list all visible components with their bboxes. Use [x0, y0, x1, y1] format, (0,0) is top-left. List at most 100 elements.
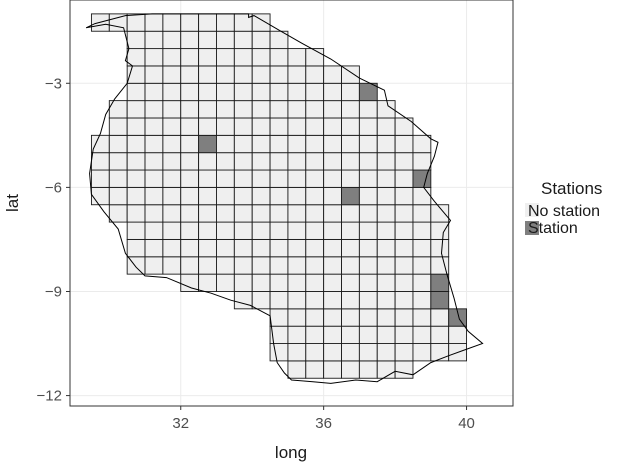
no-station-cell [162, 117, 182, 136]
no-station-cell [198, 30, 217, 50]
no-station-cell [287, 360, 307, 379]
no-station-cell [251, 238, 271, 258]
no-station-cell [251, 273, 271, 292]
no-station-cell [269, 343, 289, 362]
no-station-cell [269, 221, 289, 240]
no-station-cell [412, 204, 432, 223]
no-station-cell [144, 13, 164, 32]
no-station-cell [341, 360, 360, 379]
no-station-cell [376, 100, 396, 119]
no-station-cell [287, 291, 307, 310]
no-station-cell [216, 65, 235, 84]
no-station-cell [358, 325, 378, 344]
no-station-cell [198, 117, 217, 136]
no-station-cell [287, 256, 307, 275]
no-station-cell [233, 221, 253, 240]
no-station-cell [233, 48, 253, 67]
no-station-cell [180, 134, 200, 154]
no-station-cell [323, 360, 342, 379]
no-station-cell [358, 117, 378, 136]
no-station-cell [269, 100, 289, 119]
no-station-cell [216, 169, 235, 188]
no-station-cell [323, 308, 342, 327]
no-station-cell [376, 273, 396, 292]
no-station-cell [126, 100, 146, 119]
no-station-cell [287, 325, 307, 344]
no-station-cell [180, 82, 200, 102]
no-station-cell [180, 256, 200, 275]
no-station-cell [287, 343, 307, 362]
no-station-cell [198, 238, 217, 258]
no-station-cell [341, 308, 360, 327]
no-station-cell [305, 273, 325, 292]
no-station-cell [216, 152, 235, 171]
no-station-cell [305, 65, 325, 84]
no-station-cell [358, 343, 378, 362]
no-station-cell [358, 169, 378, 188]
no-station-cell [269, 308, 289, 327]
no-station-cell [198, 186, 217, 206]
no-station-cell [376, 360, 396, 379]
no-station-cell [269, 134, 289, 154]
no-station-cell [287, 169, 307, 188]
legend-swatch-no-station [525, 203, 539, 217]
no-station-cell [394, 273, 414, 292]
no-station-cell [412, 291, 432, 310]
no-station-cell [394, 308, 414, 327]
station-cell [448, 308, 468, 327]
no-station-cell [144, 82, 164, 102]
no-station-cell [108, 169, 128, 188]
no-station-cell [144, 30, 164, 50]
no-station-cell [287, 65, 307, 84]
no-station-cell [216, 186, 235, 206]
no-station-cell [305, 100, 325, 119]
no-station-cell [305, 169, 325, 188]
no-station-cell [216, 134, 235, 154]
no-station-cell [233, 169, 253, 188]
no-station-cell [198, 100, 217, 119]
no-station-cell [412, 152, 432, 171]
no-station-cell [269, 186, 289, 206]
no-station-cell [430, 325, 450, 344]
no-station-cell [90, 186, 110, 206]
no-station-cell [341, 169, 360, 188]
no-station-cell [341, 100, 360, 119]
station-cell [341, 186, 360, 206]
no-station-cell [108, 117, 128, 136]
no-station-cell [269, 82, 289, 102]
no-station-cell [251, 48, 271, 67]
y-tick-label: −12 [37, 388, 62, 405]
no-station-cell [358, 152, 378, 171]
no-station-cell [394, 325, 414, 344]
no-station-cell [412, 256, 432, 275]
no-station-cell [287, 82, 307, 102]
no-station-cell [162, 13, 182, 32]
no-station-cell [376, 308, 396, 327]
no-station-cell [323, 343, 342, 362]
no-station-cell [376, 169, 396, 188]
no-station-cell [287, 152, 307, 171]
no-station-cell [162, 134, 182, 154]
no-station-cell [233, 134, 253, 154]
no-station-cell [233, 30, 253, 50]
no-station-cell [394, 134, 414, 154]
no-station-cell [376, 204, 396, 223]
no-station-cell [198, 204, 217, 223]
no-station-cell [180, 30, 200, 50]
no-station-cell [394, 343, 414, 362]
no-station-cell [376, 117, 396, 136]
no-station-cell [126, 152, 146, 171]
no-station-cell [269, 48, 289, 67]
no-station-cell [305, 117, 325, 136]
station-cell [198, 134, 217, 154]
no-station-cell [198, 48, 217, 67]
no-station-cell [233, 82, 253, 102]
no-station-cell [323, 291, 342, 310]
no-station-cell [126, 169, 146, 188]
no-station-cell [216, 48, 235, 67]
no-station-cell [198, 82, 217, 102]
no-station-cell [394, 221, 414, 240]
no-station-cell [108, 13, 128, 32]
no-station-cell [323, 152, 342, 171]
no-station-cell [162, 256, 182, 275]
